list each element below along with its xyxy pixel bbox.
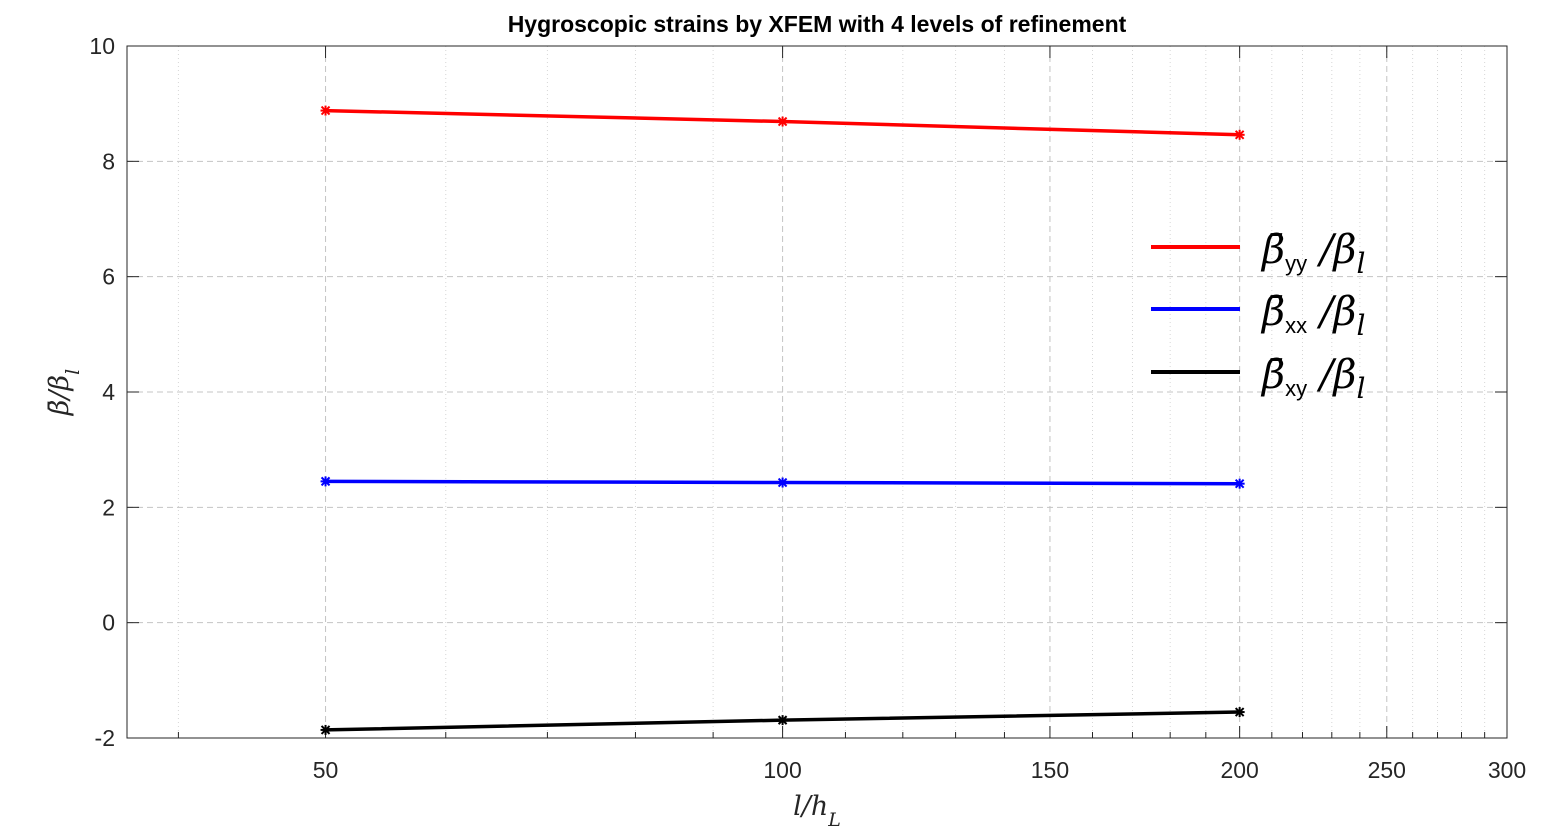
legend-label: β̄xx /βl [1260, 289, 1365, 342]
data-point-yy [1234, 129, 1245, 140]
legend-item-yy: β̄yy /βl [1151, 227, 1365, 280]
y-tick-label: 10 [89, 33, 115, 59]
y-tick-label: 4 [102, 379, 115, 405]
legend-item-xx: β̄xx /βl [1151, 289, 1365, 342]
data-point-xy [1234, 707, 1245, 718]
data-point-xx [320, 476, 331, 487]
legend-item-xy: β̄xy /βl [1151, 352, 1365, 405]
x-tick-label: 50 [313, 757, 339, 783]
axis-ticks: 50 100 150 200 250 300 -2 0 2 4 6 8 10 [89, 33, 1526, 783]
data-point-xx [1234, 478, 1245, 489]
series-xx [320, 476, 1245, 489]
legend: β̄yy /βl β̄xx /βl β̄xy /βl [1151, 227, 1365, 405]
series-xy [320, 707, 1245, 735]
y-axis-label: β̄/βl [44, 369, 84, 416]
chart-title: Hygroscopic strains by XFEM with 4 level… [508, 11, 1127, 37]
data-point-xy [777, 715, 788, 726]
y-tick-label: 8 [102, 148, 115, 174]
data-point-yy [777, 116, 788, 127]
x-tick-label: 250 [1368, 757, 1406, 783]
y-tick-label: 0 [102, 610, 115, 636]
data-point-xy [320, 724, 331, 735]
x-tick-label: 200 [1220, 757, 1258, 783]
legend-label: β̄yy /βl [1260, 227, 1365, 280]
x-tick-label: 150 [1031, 757, 1069, 783]
x-tick-label: 100 [763, 757, 801, 783]
series-layer [320, 105, 1245, 735]
data-point-xx [777, 477, 788, 488]
x-tick-label: 300 [1488, 757, 1526, 783]
legend-label: β̄xy /βl [1260, 352, 1365, 405]
y-tick-label: -2 [95, 725, 115, 751]
y-tick-label: 6 [102, 264, 115, 290]
data-point-yy [320, 105, 331, 116]
x-axis-label: l/hL [793, 791, 841, 829]
y-tick-label: 2 [102, 494, 115, 520]
series-yy [320, 105, 1245, 140]
